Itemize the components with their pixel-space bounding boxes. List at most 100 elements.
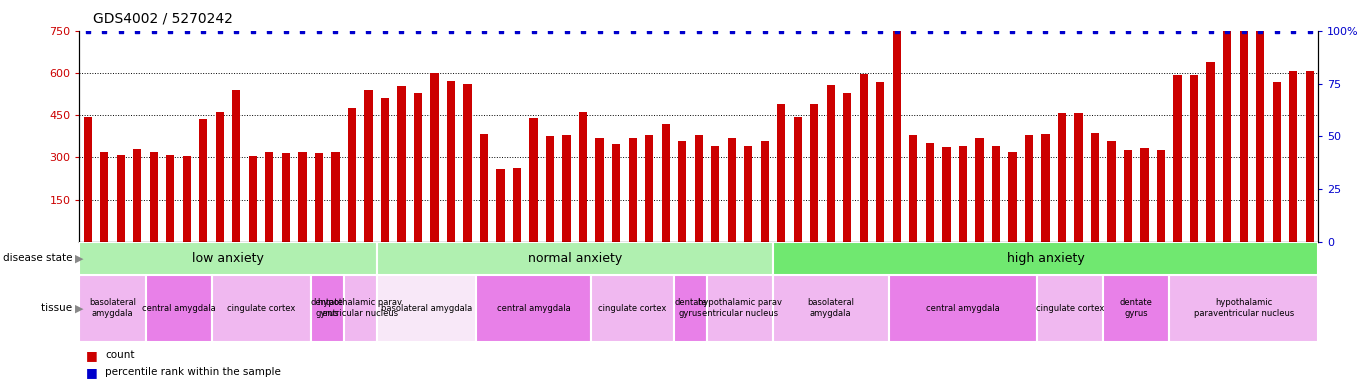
Point: [638, 28, 660, 34]
Bar: [364, 90, 373, 242]
Bar: [793, 117, 801, 242]
Bar: [1240, 20, 1248, 242]
Text: basolateral
amygdala: basolateral amygdala: [807, 298, 855, 318]
Bar: [893, 31, 901, 242]
Point: [870, 28, 892, 34]
Point: [721, 28, 743, 34]
Text: cingulate cortex: cingulate cortex: [599, 304, 667, 313]
Point: [754, 28, 775, 34]
Bar: [100, 152, 108, 242]
Text: dentate
gyrus: dentate gyrus: [1119, 298, 1152, 318]
Bar: [777, 104, 785, 242]
Bar: [1041, 134, 1049, 242]
Bar: [211, 275, 311, 342]
Bar: [727, 138, 736, 242]
Bar: [1306, 71, 1314, 242]
Point: [1266, 28, 1288, 34]
Bar: [145, 275, 211, 342]
Bar: [547, 136, 555, 242]
Text: high anxiety: high anxiety: [1007, 252, 1084, 265]
Point: [341, 28, 363, 34]
Point: [1217, 28, 1238, 34]
Point: [506, 28, 527, 34]
Text: normal anxiety: normal anxiety: [527, 252, 622, 265]
Bar: [1170, 275, 1318, 342]
Point: [407, 28, 429, 34]
Point: [308, 28, 330, 34]
Text: hypothalamic
paraventricular nucleus: hypothalamic paraventricular nucleus: [1193, 298, 1293, 318]
Bar: [843, 93, 851, 242]
Bar: [1037, 275, 1103, 342]
Bar: [826, 85, 834, 242]
Bar: [1191, 75, 1199, 242]
Bar: [282, 153, 290, 242]
Point: [192, 28, 214, 34]
Bar: [674, 275, 707, 342]
Bar: [1123, 149, 1132, 242]
Point: [819, 28, 841, 34]
Bar: [1223, 28, 1232, 242]
Point: [1133, 28, 1155, 34]
Text: ▶: ▶: [75, 253, 84, 263]
Bar: [1156, 149, 1166, 242]
Text: central amygdala: central amygdala: [497, 304, 570, 313]
Bar: [215, 113, 223, 242]
Bar: [79, 275, 145, 342]
Point: [556, 28, 578, 34]
Bar: [707, 275, 773, 342]
Point: [919, 28, 941, 34]
Bar: [810, 104, 818, 242]
Text: cingulate cortex: cingulate cortex: [227, 304, 296, 313]
Bar: [943, 147, 951, 242]
Bar: [199, 119, 207, 242]
Text: basolateral
amygdala: basolateral amygdala: [89, 298, 136, 318]
Point: [1001, 28, 1023, 34]
Point: [325, 28, 347, 34]
Point: [110, 28, 132, 34]
Bar: [592, 275, 674, 342]
Bar: [447, 81, 455, 242]
Point: [936, 28, 958, 34]
Point: [259, 28, 281, 34]
Point: [242, 28, 264, 34]
Point: [1282, 28, 1304, 34]
Point: [854, 28, 875, 34]
Point: [275, 28, 297, 34]
Bar: [860, 73, 869, 242]
Point: [655, 28, 677, 34]
Point: [589, 28, 611, 34]
Bar: [596, 138, 604, 242]
Bar: [1273, 82, 1281, 242]
Point: [93, 28, 115, 34]
Point: [126, 28, 148, 34]
Bar: [1103, 275, 1170, 342]
Bar: [377, 275, 475, 342]
Point: [573, 28, 595, 34]
Point: [175, 28, 197, 34]
Point: [770, 28, 792, 34]
Bar: [773, 242, 1318, 275]
Bar: [926, 143, 934, 242]
Bar: [563, 136, 571, 242]
Bar: [475, 275, 592, 342]
Text: basolateral amygdala: basolateral amygdala: [381, 304, 471, 313]
Bar: [397, 86, 406, 242]
Point: [704, 28, 726, 34]
Text: GDS4002 / 5270242: GDS4002 / 5270242: [93, 12, 233, 25]
Point: [622, 28, 644, 34]
Point: [1067, 28, 1089, 34]
Point: [903, 28, 925, 34]
Point: [159, 28, 181, 34]
Bar: [959, 146, 967, 242]
Bar: [612, 144, 621, 242]
Bar: [512, 168, 521, 242]
Bar: [332, 152, 340, 242]
Text: dentate
gyrus: dentate gyrus: [311, 298, 344, 318]
Text: disease state: disease state: [3, 253, 75, 263]
Bar: [744, 146, 752, 242]
Bar: [1174, 75, 1182, 242]
Bar: [149, 152, 158, 242]
Bar: [249, 156, 258, 242]
Bar: [889, 275, 1037, 342]
Bar: [678, 141, 686, 242]
